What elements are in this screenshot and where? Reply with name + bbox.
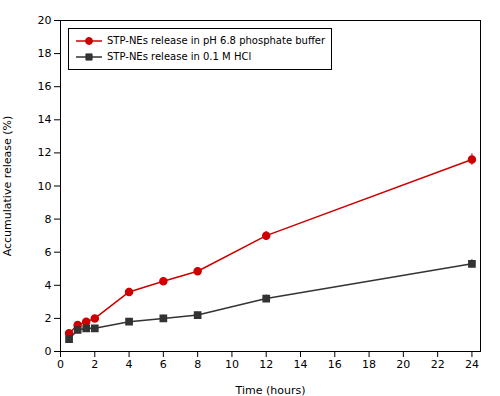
svg-text:16: 16 [328,358,342,371]
svg-text:10: 10 [38,180,52,193]
svg-text:2: 2 [91,358,98,371]
svg-text:24: 24 [465,358,479,371]
svg-text:22: 22 [431,358,445,371]
svg-text:18: 18 [38,47,52,60]
html-text:STP-NEs release in pH 6.8 phos: STP-NEs release in pH 6.8 phosphate buff… [107,35,325,46]
svg-text:0: 0 [57,358,64,371]
svg-text:14: 14 [38,113,52,126]
svg-text:12: 12 [38,146,52,159]
svg-text:20: 20 [38,14,52,27]
svg-text:10: 10 [225,358,239,371]
svg-text:2: 2 [45,312,52,325]
svg-text:20: 20 [396,358,410,371]
svg-text:14: 14 [294,358,308,371]
svg-text:4: 4 [126,358,133,371]
svg-text:Time (hours): Time (hours) [235,384,306,396]
svg-text:18: 18 [362,358,376,371]
svg-text:6: 6 [45,246,52,259]
svg-text:6: 6 [160,358,167,371]
svg-text:8: 8 [194,358,201,371]
svg-text:Accumulative release (%): Accumulative release (%) [1,116,14,257]
svg-text:12: 12 [259,358,273,371]
html-text:STP-NEs release in 0.1 M HCl: STP-NEs release in 0.1 M HCl [107,51,252,62]
svg-text:16: 16 [38,80,52,93]
svg-text:4: 4 [45,279,52,292]
svg-text:0: 0 [45,345,52,358]
svg-text:8: 8 [45,213,52,226]
